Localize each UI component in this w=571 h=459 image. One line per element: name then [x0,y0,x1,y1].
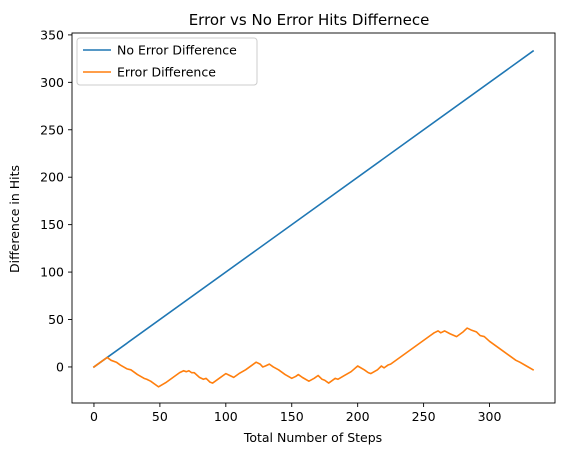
chart-title: Error vs No Error Hits Differnece [189,11,430,29]
y-tick-label: 200 [40,170,64,185]
y-tick-label: 250 [40,122,64,137]
x-axis-label: Total Number of Steps [243,430,382,445]
legend-box [76,37,258,86]
y-tick-label: 150 [40,217,64,232]
x-tick-label: 150 [280,409,304,424]
legend: No Error Difference Error Difference [76,37,258,86]
series-line-1 [92,49,535,369]
y-tick-label: 0 [56,359,64,374]
y-tick-label: 50 [48,312,64,327]
plot-background [72,33,555,403]
x-tick-label: 50 [152,409,168,424]
legend-label-1: No Error Difference [117,43,237,58]
y-tick-label: 300 [40,75,64,90]
y-tick-label: 350 [40,27,64,42]
y-axis-label: Difference in Hits [7,165,22,273]
x-tick-label: 250 [412,409,436,424]
x-tick-label: 200 [346,409,370,424]
series-line-2 [92,327,535,388]
legend-label-2: Error Difference [117,65,216,80]
y-tick-label: 100 [40,265,64,280]
plot-area [71,32,556,404]
x-axis-ticks: 0 50 100 150 200 250 300 [90,403,502,424]
y-axis-ticks: 0 50 100 150 200 250 300 350 [40,27,72,374]
x-tick-label: 300 [478,409,502,424]
x-tick-label: 100 [214,409,238,424]
plot-frame [71,32,556,404]
x-tick-label: 0 [90,409,98,424]
